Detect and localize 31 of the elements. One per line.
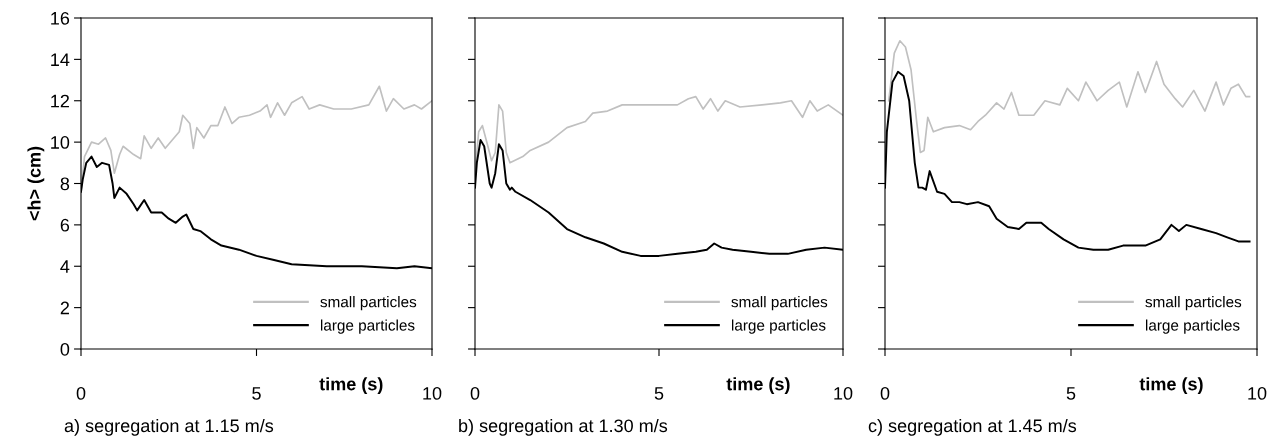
legend-label: large particles (320, 319, 415, 334)
y-tick-label: 14 (51, 53, 70, 66)
legend-label: large particles (1145, 319, 1240, 334)
y-tick-label: 4 (60, 260, 70, 273)
text: c) segregation at 1.45 m/s (868, 418, 1077, 436)
x-tick-label: 0 (880, 386, 890, 400)
x-tick-label: 5 (654, 387, 664, 400)
x-axis-title: time (s) (1139, 377, 1203, 394)
x-tick-label: 0 (76, 386, 86, 400)
x-axis-title: time (s) (319, 377, 383, 394)
x-tick-label: 10 (834, 386, 853, 400)
legend-label: small particles (731, 296, 828, 311)
y-tick-label: 8 (60, 177, 70, 191)
x-tick-label: 10 (423, 386, 442, 400)
x-tick-label: 5 (252, 387, 261, 400)
legend-label: small particles (1145, 296, 1242, 311)
text: b) segregation at 1.30 m/s (459, 418, 668, 436)
y-axis-title: <h> (cm) (27, 146, 45, 221)
y-tick-label: 0 (60, 342, 70, 356)
y-tick-label: 6 (60, 218, 70, 232)
x-axis-title: time (s) (726, 377, 790, 394)
y-tick-label: 10 (51, 136, 70, 149)
x-tick-label: 0 (470, 386, 480, 400)
legend-label: small particles (320, 296, 417, 311)
x-tick-label: 5 (1066, 387, 1076, 400)
x-tick-label: 10 (1248, 386, 1267, 400)
text: a) segregation at 1.15 m/s (64, 418, 274, 436)
y-tick-label: 2 (60, 301, 69, 315)
y-tick-label: 16 (51, 11, 70, 25)
legend-label: large particles (731, 319, 826, 334)
y-tick-label: 12 (51, 94, 69, 108)
